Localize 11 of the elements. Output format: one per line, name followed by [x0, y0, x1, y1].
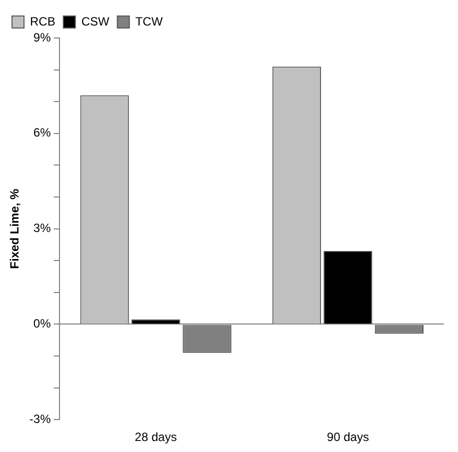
x-tick-label: 28 days [134, 430, 177, 444]
y-tick-label: 9% [33, 30, 52, 44]
y-tick-label: 6% [33, 126, 52, 140]
y-tick-label: 3% [33, 221, 52, 236]
y-tick-label: 0% [33, 316, 52, 331]
y-tick-label: -3% [29, 412, 52, 426]
y-axis-title: Fixed Lime, % [8, 188, 22, 269]
legend-label: CSW [81, 14, 110, 28]
legend-label: RCB [30, 14, 56, 28]
x-tick-label: 90 days [326, 430, 369, 444]
legend-label: TCW [135, 14, 164, 28]
